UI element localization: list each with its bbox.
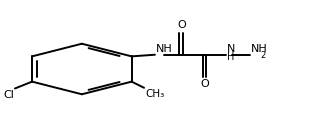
Text: N: N	[227, 44, 236, 54]
Text: O: O	[177, 20, 186, 30]
Text: NH: NH	[156, 44, 173, 54]
Text: 2: 2	[261, 51, 266, 60]
Text: NH: NH	[251, 44, 267, 54]
Text: Cl: Cl	[3, 90, 14, 99]
Text: O: O	[200, 79, 209, 89]
Text: CH₃: CH₃	[145, 89, 164, 99]
Text: H: H	[227, 52, 234, 62]
